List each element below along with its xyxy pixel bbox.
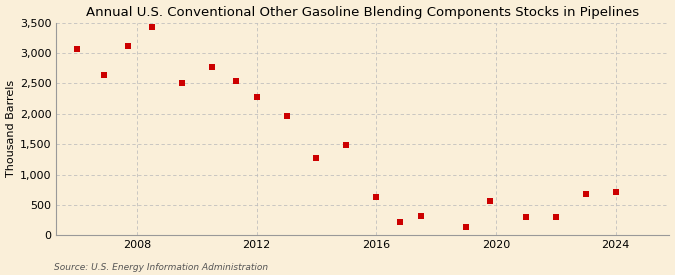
Point: [230, 79, 241, 83]
Point: [460, 225, 471, 230]
Point: [311, 156, 322, 160]
Point: [207, 65, 217, 69]
Point: [520, 215, 531, 219]
Point: [146, 24, 157, 29]
Point: [485, 199, 495, 203]
Point: [341, 142, 352, 147]
Point: [99, 73, 109, 77]
Point: [123, 44, 134, 48]
Point: [416, 214, 427, 219]
Point: [610, 189, 621, 194]
Title: Annual U.S. Conventional Other Gasoline Blending Components Stocks in Pipelines: Annual U.S. Conventional Other Gasoline …: [86, 6, 639, 18]
Point: [580, 192, 591, 196]
Point: [176, 81, 187, 85]
Point: [72, 47, 82, 51]
Text: Source: U.S. Energy Information Administration: Source: U.S. Energy Information Administ…: [54, 263, 268, 272]
Point: [281, 114, 292, 118]
Y-axis label: Thousand Barrels: Thousand Barrels: [5, 80, 16, 177]
Point: [251, 95, 262, 100]
Point: [395, 220, 406, 224]
Point: [550, 215, 561, 219]
Point: [371, 195, 381, 199]
